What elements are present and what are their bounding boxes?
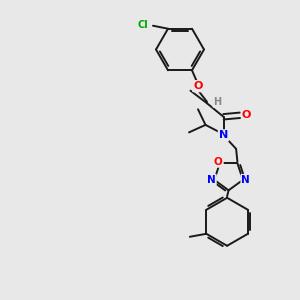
Text: N: N [242,175,250,185]
Text: N: N [207,175,216,185]
Text: O: O [242,110,251,120]
Text: N: N [219,130,228,140]
Text: O: O [214,157,223,166]
Text: O: O [193,81,203,91]
Text: Cl: Cl [137,20,148,30]
Text: H: H [213,97,222,107]
